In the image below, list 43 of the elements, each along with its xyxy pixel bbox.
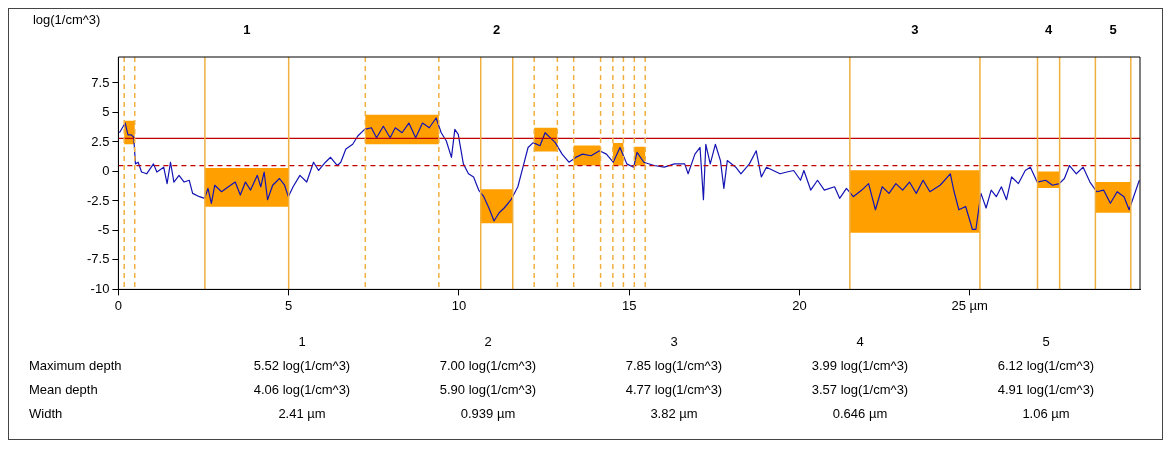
x-tick-label: 10 [451, 297, 467, 313]
text: 5 [1041, 332, 1051, 351]
text: 6.12 log(1/cm^3) [996, 356, 1096, 375]
y-tick-label: -5 [97, 221, 110, 237]
x-tick-label: 5 [285, 297, 293, 313]
text: Width [29, 404, 64, 423]
y-axis-title: log(1/cm^3) [32, 11, 101, 27]
x-tick-label: 0 [114, 297, 123, 313]
text: 2.41 µm [277, 404, 327, 423]
text: 5.52 log(1/cm^3) [252, 356, 352, 375]
text: 4.77 log(1/cm^3) [624, 380, 724, 399]
text: 4 [1044, 21, 1053, 37]
text: 3.82 µm [649, 404, 699, 423]
text: 5.90 log(1/cm^3) [438, 380, 538, 399]
text: 0.939 µm [459, 404, 517, 423]
y-tick-label: 0 [102, 163, 110, 179]
text: 1 [297, 332, 307, 351]
text: 2 [483, 332, 493, 351]
y-tick-label: -7.5 [86, 251, 110, 267]
y-tick-label: -2.5 [86, 192, 110, 208]
text: 1 [243, 21, 251, 37]
x-tick-label: 20 [792, 297, 807, 313]
text: Mean depth [29, 380, 99, 399]
text: 4.91 log(1/cm^3) [996, 380, 1096, 399]
y-tick-label: 2.5 [91, 133, 110, 149]
text: 3 [669, 332, 679, 351]
text: Maximum depth [29, 356, 123, 375]
text: 0.646 µm [831, 404, 889, 423]
text: 3.99 log(1/cm^3) [810, 356, 910, 375]
y-tick-label: -10 [90, 280, 110, 296]
text: 7.85 log(1/cm^3) [624, 356, 724, 375]
text: 7.00 log(1/cm^3) [438, 356, 538, 375]
text: 1.06 µm [1021, 404, 1071, 423]
text: 4.06 log(1/cm^3) [252, 380, 352, 399]
text: 3.57 log(1/cm^3) [810, 380, 910, 399]
y-tick-label: 5 [102, 104, 110, 120]
y-tick-label: 7.5 [91, 74, 110, 90]
x-tick-label: 25 µm [951, 297, 988, 313]
text: 2 [493, 21, 501, 37]
text: 3 [911, 21, 919, 37]
text: 4 [855, 332, 865, 351]
x-tick-label: 15 [621, 297, 637, 313]
text: 5 [1109, 21, 1117, 37]
